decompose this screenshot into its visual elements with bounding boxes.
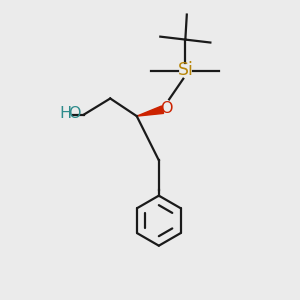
Text: O: O <box>160 101 172 116</box>
Text: Si: Si <box>177 61 193 80</box>
Text: O: O <box>68 106 80 121</box>
Text: H: H <box>59 106 71 121</box>
Polygon shape <box>137 106 164 116</box>
